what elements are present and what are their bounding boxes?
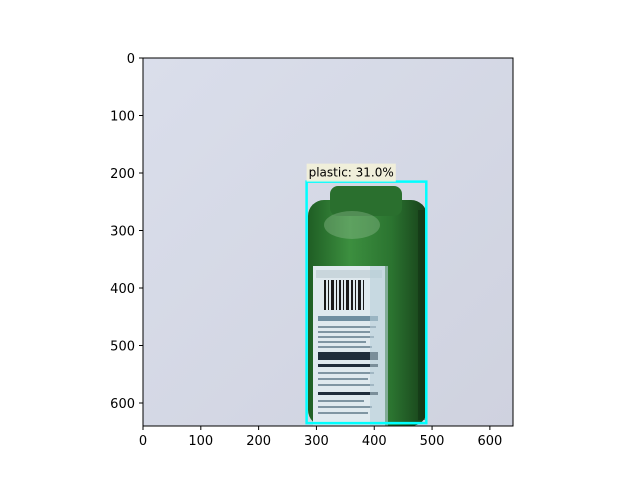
green-bottle [308,186,427,426]
photo: plastic: 31.0% [143,58,513,426]
x-tick-label: 500 [420,434,445,449]
y-tick-label: 400 [110,282,135,297]
axes-frame [142,57,514,427]
barcode-graphic [324,280,364,310]
bottle-label [313,266,385,426]
y-tick-label: 600 [110,397,135,412]
x-axis: 0 100 200 300 400 500 600 [139,426,502,449]
x-tick-label: 100 [188,434,213,449]
x-tick-label: 0 [139,434,147,449]
detection-label-background [306,163,396,182]
y-axis: 0 100 200 300 400 500 600 [110,52,143,412]
x-tick-label: 300 [304,434,329,449]
x-tick-label: 600 [477,434,502,449]
y-tick-label: 200 [110,167,135,182]
y-tick-label: 500 [110,340,135,355]
y-tick-label: 100 [110,110,135,125]
x-tick-label: 200 [246,434,271,449]
y-tick-label: 300 [110,225,135,240]
x-tick-label: 400 [362,434,387,449]
detection-label: plastic: 31.0% [309,166,394,180]
y-tick-label: 0 [127,52,135,67]
